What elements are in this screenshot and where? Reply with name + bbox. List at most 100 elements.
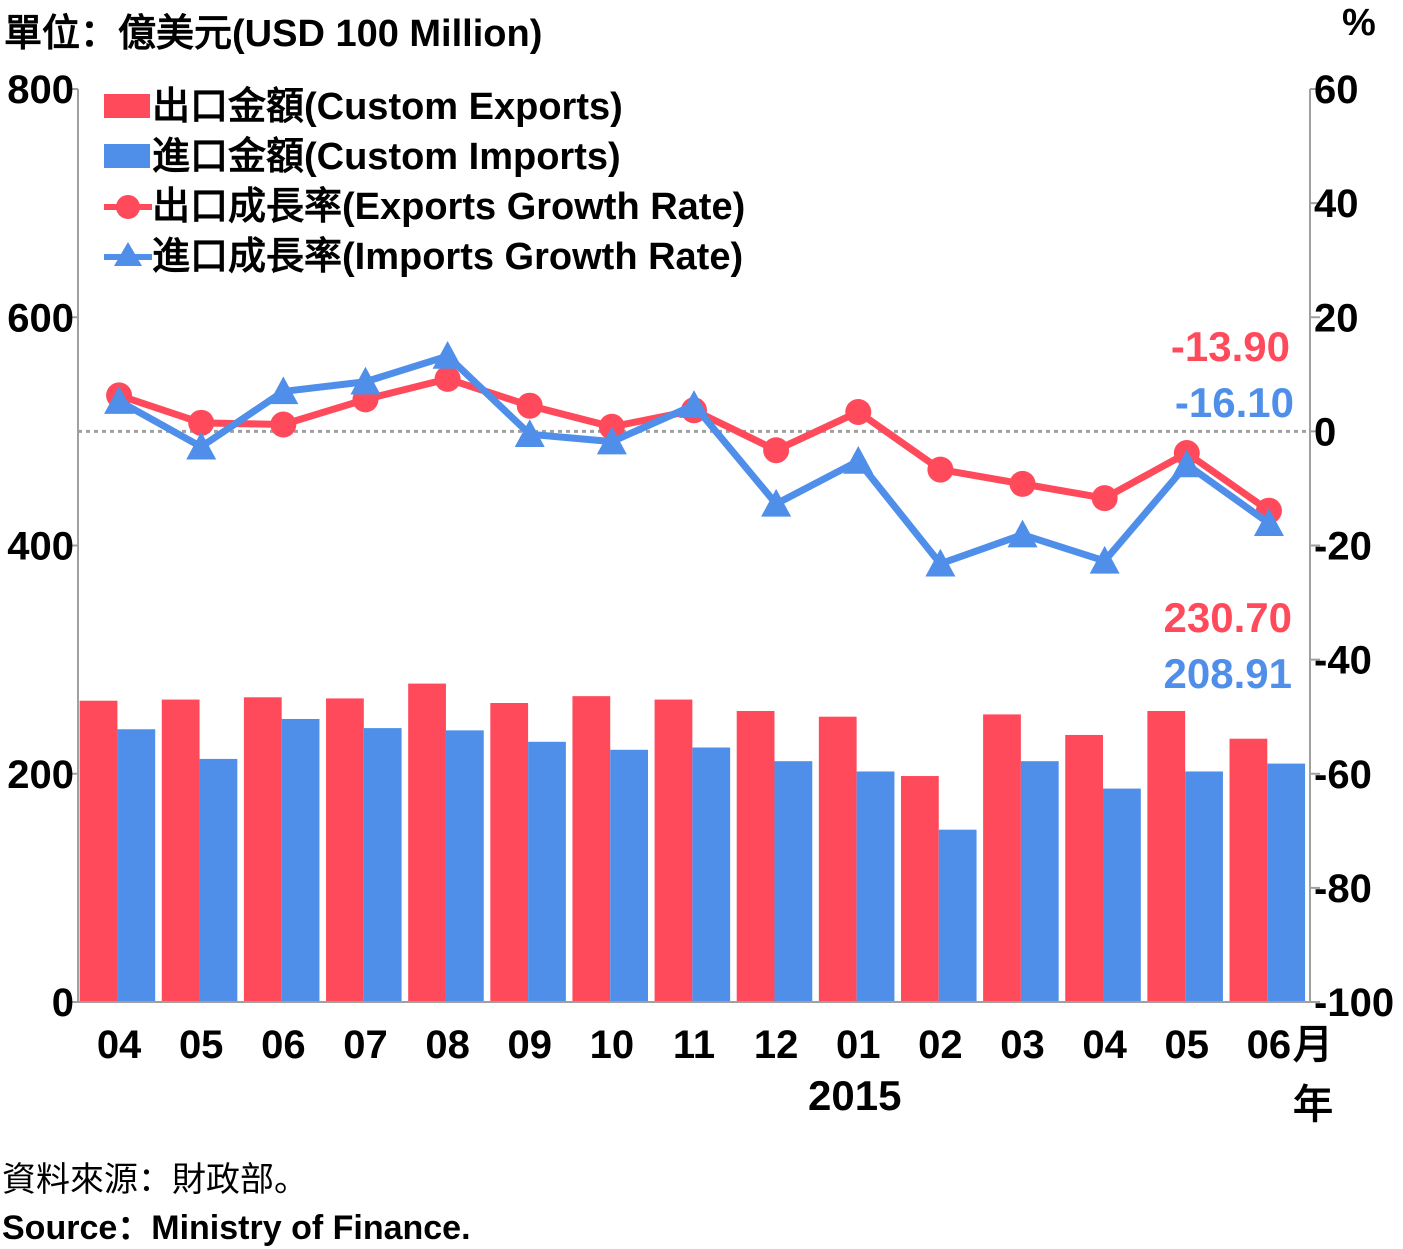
export-bar: [243, 697, 282, 1002]
imports-growth-point: [1089, 545, 1120, 574]
right-tick-label: 0: [1314, 410, 1336, 454]
x-axis-year-suffix: 年: [1293, 1083, 1333, 1127]
import-bar: [938, 829, 977, 1002]
left-tick-label: 200: [7, 753, 74, 797]
export-bar: [408, 683, 446, 1002]
exports-growth-point: [1091, 485, 1118, 512]
x-tick-label: 04: [97, 1023, 142, 1067]
import-bar: [281, 718, 320, 1002]
exports-growth-point: [270, 411, 297, 438]
legend-swatch-exports: [104, 94, 150, 118]
import-bar: [610, 749, 649, 1002]
exports-value-label: 230.70: [1164, 594, 1292, 641]
left-axis-unit-label: 單位：億美元(USD 100 Million): [4, 13, 543, 55]
imports-growth-point: [1253, 508, 1284, 536]
exports-growth-point: [1009, 470, 1036, 497]
labels-layer: -13.90 -16.10 230.70 208.91: [1164, 323, 1294, 697]
right-tick-label: -20: [1314, 525, 1372, 569]
import-bar: [445, 730, 484, 1002]
right-tick-label: 20: [1314, 296, 1359, 340]
x-tick-label: 09: [507, 1023, 552, 1067]
import-bar: [1185, 771, 1223, 1002]
import-bar: [1020, 761, 1059, 1002]
lines-layer: [104, 341, 1284, 577]
legend-label-imports: 進口金額(Custom Imports): [152, 136, 621, 178]
exports-growth-point: [927, 456, 954, 483]
left-tick-label: 400: [7, 525, 74, 569]
export-bar: [900, 776, 939, 1002]
export-bar: [983, 714, 1021, 1002]
imports-growth-point: [432, 341, 463, 369]
exports-growth-point: [188, 409, 215, 436]
left-tick-label: 800: [7, 68, 74, 112]
bars-layer: [79, 683, 1306, 1002]
export-bar: [326, 698, 364, 1002]
x-tick-label: 05: [1165, 1023, 1210, 1067]
legend-swatch-imports: [104, 144, 150, 168]
import-bar: [692, 747, 731, 1002]
left-tick-label: 600: [7, 296, 74, 340]
x-tick-label: 08: [425, 1023, 470, 1067]
exports-growth-value-label: -13.90: [1171, 323, 1290, 370]
import-bar: [363, 728, 402, 1002]
x-tick-label: 12: [754, 1023, 799, 1067]
imports-growth-point: [186, 431, 217, 460]
imports-growth-point: [596, 426, 627, 455]
import-bar: [528, 741, 566, 1002]
export-bar: [654, 699, 693, 1002]
imports-value-label: 208.91: [1164, 650, 1292, 697]
import-bar: [117, 729, 156, 1002]
export-bar: [79, 700, 118, 1002]
export-bar: [1229, 738, 1268, 1002]
export-bar: [490, 702, 529, 1002]
exports-growth-point: [434, 365, 461, 392]
right-tick-label: 60: [1314, 68, 1359, 112]
right-axis-unit-label: %: [1342, 2, 1376, 44]
imports-growth-point: [1171, 449, 1202, 478]
legend-circle-marker-icon: [116, 195, 140, 219]
exports-growth-point: [763, 437, 790, 464]
x-tick-label: 06: [1247, 1023, 1292, 1067]
exports-growth-point: [516, 392, 543, 419]
exports-growth-point: [845, 398, 872, 425]
import-bar: [199, 758, 238, 1002]
x-tick-label: 10: [590, 1023, 635, 1067]
import-bar: [856, 771, 895, 1002]
x-tick-label: 11: [673, 1023, 715, 1067]
x-axis-year-label: 2015: [808, 1072, 902, 1119]
x-tick-label: 07: [343, 1023, 388, 1067]
legend-label-imports-growth: 進口成長率(Imports Growth Rate): [152, 236, 744, 278]
x-tick-label: 04: [1082, 1023, 1127, 1067]
export-bar: [736, 710, 775, 1002]
x-tick-label: 03: [1000, 1023, 1045, 1067]
x-tick-label: 01: [836, 1023, 881, 1067]
legend-triangle-marker-icon: [114, 242, 142, 266]
export-bar: [161, 699, 200, 1002]
imports-growth-point: [1007, 519, 1038, 548]
x-tick-label: 05: [179, 1023, 224, 1067]
import-bar: [774, 761, 813, 1002]
right-tick-label: -60: [1314, 753, 1372, 797]
legend-label-exports: 出口金額(Custom Exports): [152, 86, 623, 128]
source-note-english: Source：Ministry of Finance.: [2, 1209, 471, 1247]
imports-growth-point: [925, 548, 956, 577]
imports-growth-point: [514, 419, 545, 447]
imports-growth-point: [843, 446, 874, 474]
right-tick-label: 40: [1314, 182, 1359, 226]
right-tick-label: -100: [1314, 981, 1394, 1025]
right-tick-label: -40: [1314, 639, 1372, 683]
export-bar: [1147, 710, 1186, 1002]
export-bar: [818, 716, 857, 1002]
imports-growth-value-label: -16.10: [1175, 379, 1294, 426]
x-tick-label: 06: [261, 1023, 306, 1067]
imports-growth-point: [104, 386, 135, 414]
source-note-chinese: 資料來源：財政部。: [2, 1161, 308, 1199]
legend-label-exports-growth: 出口成長率(Exports Growth Rate): [152, 186, 746, 228]
imports-growth-point: [350, 366, 381, 395]
export-bar: [572, 696, 611, 1002]
import-bar: [1103, 788, 1141, 1002]
imports-growth-point: [679, 390, 709, 418]
x-axis-month-suffix: 月: [1293, 1023, 1333, 1067]
